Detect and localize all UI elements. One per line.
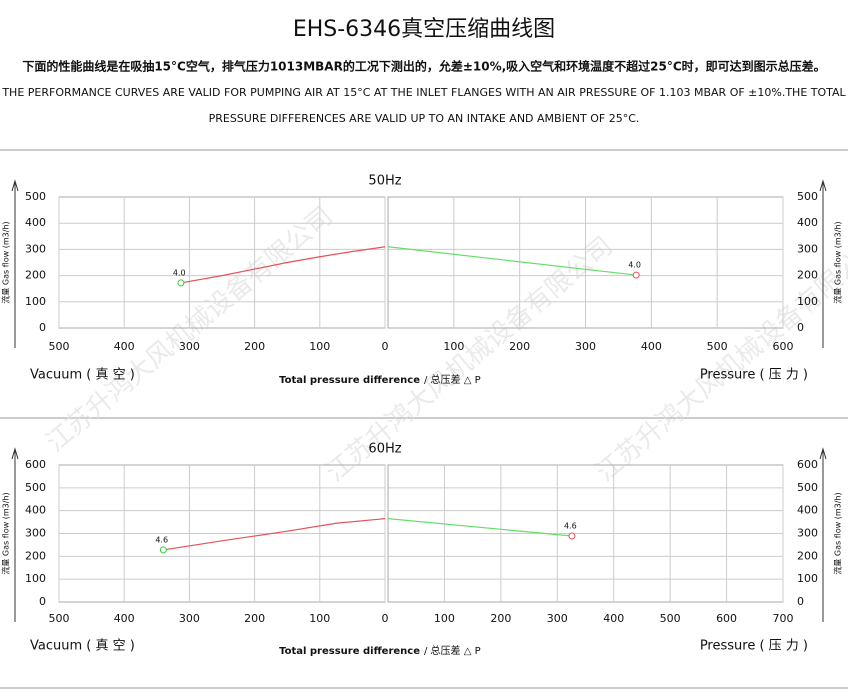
note-cn: 下面的性能曲线是在吸抽15°C空气，排气压力1013MBAR的工况下测出的，允差… <box>22 59 825 74</box>
axis-arrow <box>819 447 827 460</box>
y-axis-label: 流量 Gas flow (m3/h) <box>1 221 11 303</box>
y-tick-label: 300 <box>25 527 46 540</box>
y2-tick-label: 200 <box>797 549 818 562</box>
vacuum-label: Vacuum ( 真 空 ) <box>30 368 135 383</box>
x-tick-label: 0 <box>382 612 389 625</box>
axis-arrow <box>819 179 827 192</box>
axis-arrow <box>11 179 19 192</box>
end-marker <box>632 271 640 279</box>
x-tick-label: 100 <box>309 340 330 353</box>
y2-tick-label: 600 <box>797 458 818 471</box>
y-tick-label: 100 <box>25 572 46 585</box>
x-tick-label: 700 <box>773 612 794 625</box>
x-tick-label: 400 <box>114 340 135 353</box>
end-marker <box>177 279 185 287</box>
y2-tick-label: 200 <box>797 269 818 282</box>
x-tick-label: 100 <box>434 612 455 625</box>
y-tick-label: 0 <box>39 595 46 608</box>
end-marker <box>159 546 167 554</box>
point-label: 4.6 <box>155 535 168 544</box>
x-tick-label: 500 <box>49 340 70 353</box>
y2-tick-label: 300 <box>797 527 818 540</box>
x-tick-label: 500 <box>660 612 681 625</box>
x-tick-label: 400 <box>114 612 135 625</box>
x-axis-label: Total pressure difference <box>279 375 420 386</box>
y-tick-label: 0 <box>39 321 46 334</box>
x-tick-label: 500 <box>49 612 70 625</box>
y-tick-label: 500 <box>25 481 46 494</box>
y-tick-label: 300 <box>25 242 46 255</box>
y-tick-label: 400 <box>25 504 46 517</box>
y-axis-label: 流量 Gas flow (m3/h) <box>833 492 843 574</box>
x-tick-label: 200 <box>244 612 265 625</box>
vacuum-label: Vacuum ( 真 空 ) <box>30 639 135 654</box>
y-tick-label: 200 <box>25 269 46 282</box>
y2-tick-label: 0 <box>797 321 804 334</box>
x-axis-label-cn: / 总压差 △ P <box>424 644 481 657</box>
page-title: EHS-6346真空压缩曲线图 <box>293 17 555 42</box>
note-en: PRESSURE DIFFERENCES ARE VALID UP TO AN … <box>209 112 640 125</box>
x-tick-label: 0 <box>382 340 389 353</box>
x-tick-label: 600 <box>773 340 794 353</box>
y-tick-label: 500 <box>25 190 46 203</box>
y-tick-label: 400 <box>25 216 46 229</box>
y2-tick-label: 0 <box>797 595 804 608</box>
end-marker <box>568 532 576 540</box>
y2-tick-label: 500 <box>797 481 818 494</box>
point-label: 4.6 <box>564 522 577 531</box>
x-tick-label: 500 <box>707 340 728 353</box>
y2-tick-label: 400 <box>797 504 818 517</box>
y2-tick-label: 100 <box>797 295 818 308</box>
curve <box>163 518 386 551</box>
point-label: 4.0 <box>628 261 641 270</box>
y-axis-label: 流量 Gas flow (m3/h) <box>1 492 11 574</box>
chart-title: 50Hz <box>368 174 401 189</box>
note-en: THE PERFORMANCE CURVES ARE VALID FOR PUM… <box>1 86 846 99</box>
x-axis-label: Total pressure difference <box>279 646 420 657</box>
watermark: 江苏升鸿大风机械设备有限公司 <box>321 231 619 488</box>
curve <box>387 246 637 276</box>
x-tick-label: 300 <box>179 340 200 353</box>
x-tick-label: 300 <box>547 612 568 625</box>
x-tick-label: 200 <box>244 340 265 353</box>
y2-tick-label: 500 <box>797 190 818 203</box>
x-tick-label: 200 <box>509 340 530 353</box>
x-tick-label: 100 <box>309 612 330 625</box>
y2-tick-label: 100 <box>797 572 818 585</box>
x-tick-label: 600 <box>716 612 737 625</box>
x-tick-label: 400 <box>603 612 624 625</box>
x-tick-label: 300 <box>179 612 200 625</box>
y-tick-label: 200 <box>25 549 46 562</box>
y-tick-label: 100 <box>25 295 46 308</box>
x-axis-label-cn: / 总压差 △ P <box>424 373 481 386</box>
y2-tick-label: 300 <box>797 242 818 255</box>
y-tick-label: 600 <box>25 458 46 471</box>
curve <box>180 246 386 284</box>
x-tick-label: 400 <box>641 340 662 353</box>
curve <box>387 518 573 537</box>
y-axis-label: 流量 Gas flow (m3/h) <box>833 221 843 303</box>
pressure-label: Pressure ( 压 力 ) <box>700 639 808 654</box>
axis-arrow <box>11 447 19 460</box>
point-label: 4.0 <box>173 268 186 277</box>
x-tick-label: 100 <box>443 340 464 353</box>
x-tick-label: 300 <box>575 340 596 353</box>
y2-tick-label: 400 <box>797 216 818 229</box>
pressure-label: Pressure ( 压 力 ) <box>700 368 808 383</box>
x-tick-label: 200 <box>490 612 511 625</box>
chart-title: 60Hz <box>368 442 401 457</box>
